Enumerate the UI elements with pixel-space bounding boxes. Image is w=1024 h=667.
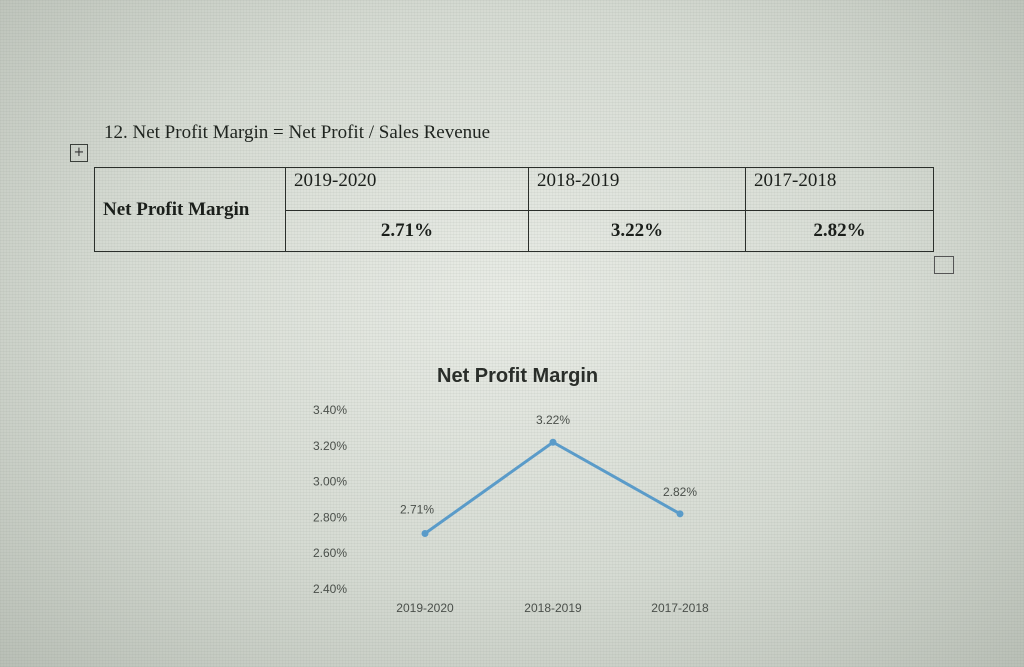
value-cell: 2.71% xyxy=(285,210,529,252)
value-cell: 3.22% xyxy=(528,210,746,252)
section-heading: 12. Net Profit Margin = Net Profit / Sal… xyxy=(104,122,491,143)
value-cell: 2.82% xyxy=(745,210,934,252)
y-tick-label: 3.20% xyxy=(313,439,347,453)
x-tick-label: 2019-2020 xyxy=(396,601,454,615)
data-point xyxy=(676,510,684,518)
resize-handle-icon[interactable] xyxy=(934,256,954,274)
x-tick-label: 2017-2018 xyxy=(651,601,709,615)
net-profit-margin-table: Net Profit Margin 2019-2020 2018-2019 20… xyxy=(94,167,934,252)
y-tick-label: 2.40% xyxy=(313,582,347,596)
y-tick-label: 2.60% xyxy=(313,546,347,560)
data-point xyxy=(549,438,557,446)
x-tick-label: 2018-2019 xyxy=(524,601,582,615)
table-row: Net Profit Margin 2019-2020 2018-2019 20… xyxy=(94,167,934,252)
y-tick-label: 3.40% xyxy=(313,403,347,417)
data-label: 2.82% xyxy=(663,485,697,499)
chart-title: Net Profit Margin xyxy=(437,365,599,387)
series-line xyxy=(424,440,681,535)
y-tick-label: 3.00% xyxy=(313,475,347,489)
year-header-cell: 2017-2018 xyxy=(745,167,934,211)
row-label-cell: Net Profit Margin xyxy=(94,167,286,252)
y-tick-label: 2.80% xyxy=(313,510,347,524)
data-point xyxy=(421,530,429,538)
data-label: 3.22% xyxy=(536,413,570,427)
move-handle-icon[interactable]: + xyxy=(70,144,88,162)
data-label: 2.71% xyxy=(400,503,434,517)
table-row: 2.71% 3.22% 2.82% xyxy=(95,210,934,252)
